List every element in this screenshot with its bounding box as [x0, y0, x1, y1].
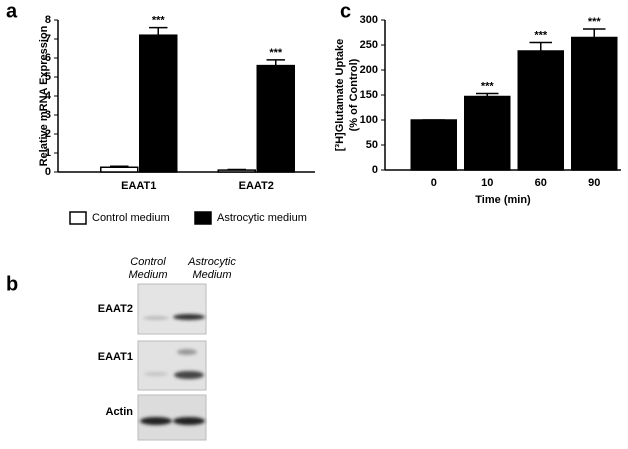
panel-label: b: [6, 273, 18, 295]
band: [173, 314, 205, 320]
band: [140, 417, 172, 425]
blot-row-label: EAAT2: [98, 303, 133, 315]
y-tick-label: 150: [360, 89, 378, 101]
x-tick-label: 10: [481, 177, 493, 189]
band: [177, 349, 197, 355]
bar: [217, 169, 256, 173]
bar: [571, 36, 618, 171]
panel-label: c: [340, 0, 351, 22]
y-axis-label: (% of Control): [348, 58, 360, 131]
x-tick-label: EAAT1: [121, 180, 156, 192]
significance-label: ***: [588, 16, 602, 28]
blot-column-label: Medium: [128, 269, 167, 281]
x-axis-label: Time (min): [475, 194, 531, 206]
bar: [100, 166, 139, 173]
x-tick-label: EAAT2: [239, 180, 274, 192]
y-axis-label: [³H]Glutamate Uptake: [334, 39, 346, 151]
blot-row-label: Actin: [106, 406, 134, 418]
error-bar: [476, 92, 499, 97]
y-tick-label: 300: [360, 14, 378, 26]
band: [144, 372, 168, 376]
y-tick-label: 1: [45, 147, 51, 159]
bar: [256, 64, 295, 173]
legend-swatch: [69, 211, 87, 225]
y-tick-label: 200: [360, 64, 378, 76]
x-tick-label: 0: [431, 177, 437, 189]
blot-row-label: EAAT1: [98, 351, 133, 363]
legend-label: Astrocytic medium: [217, 212, 307, 224]
band: [174, 371, 204, 379]
y-tick-label: 4: [45, 90, 52, 102]
blot: [137, 283, 207, 441]
y-tick-label: 2: [45, 128, 51, 140]
panel-label: a: [6, 0, 18, 22]
blot-strip: [137, 283, 207, 335]
blot-column-label: Medium: [192, 269, 231, 281]
blot-column-label: Control: [130, 256, 166, 268]
y-tick-label: 0: [372, 164, 378, 176]
significance-label: ***: [534, 29, 548, 41]
y-axis-label: Relative mRNA Expression: [38, 25, 50, 166]
error-bar: [110, 165, 129, 168]
bar: [139, 34, 178, 173]
y-tick-label: 250: [360, 39, 378, 51]
error-bar: [227, 168, 246, 171]
significance-label: ***: [269, 47, 283, 59]
y-tick-label: 7: [45, 33, 51, 45]
band: [143, 316, 169, 320]
y-tick-label: 5: [45, 71, 51, 83]
y-tick-label: 3: [45, 109, 51, 121]
y-tick-label: 6: [45, 52, 51, 64]
legend-label: Control medium: [92, 212, 170, 224]
significance-label: ***: [481, 80, 495, 92]
legend-swatch: [194, 211, 212, 225]
blot-column-label: Astrocytic: [187, 256, 236, 268]
x-tick-label: 90: [588, 177, 600, 189]
y-tick-label: 0: [45, 166, 51, 178]
y-tick-label: 8: [45, 14, 51, 26]
error-bar: [529, 41, 552, 51]
error-bar: [583, 28, 606, 38]
error-bar: [266, 59, 285, 66]
y-tick-label: 50: [366, 139, 378, 151]
bar: [464, 95, 511, 171]
error-bar: [149, 26, 168, 36]
significance-label: ***: [152, 15, 166, 27]
bar: [517, 50, 564, 171]
x-tick-label: 60: [535, 177, 547, 189]
band: [173, 417, 205, 425]
blot-strip: [137, 340, 207, 391]
bar: [410, 119, 457, 171]
y-tick-label: 100: [360, 114, 378, 126]
